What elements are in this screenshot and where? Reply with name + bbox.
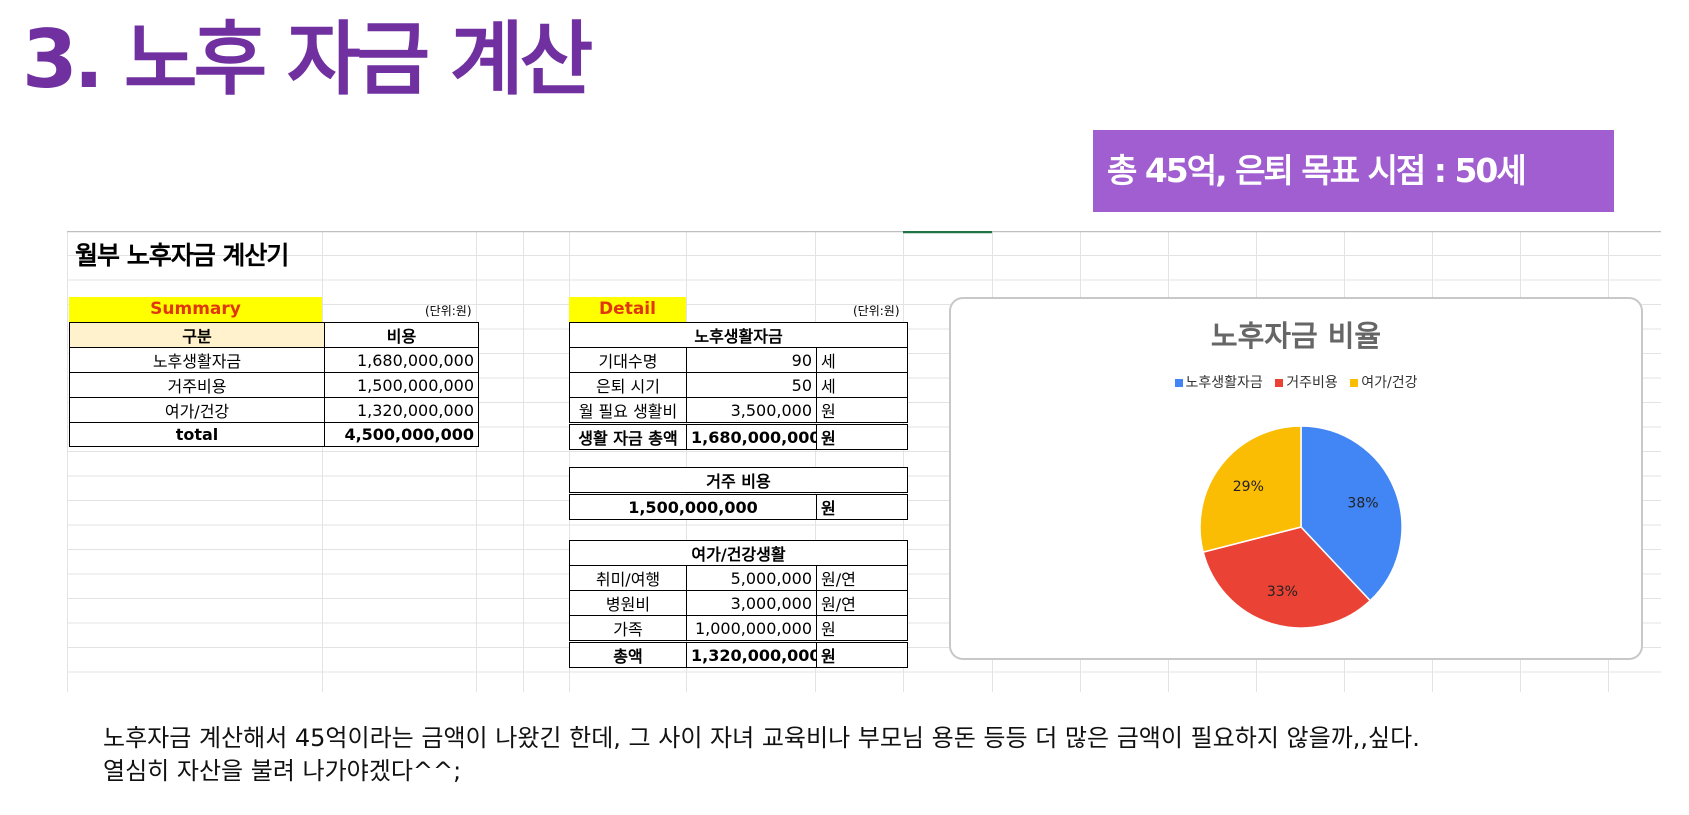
detail-unit[interactable]: 원/연: [816, 590, 908, 616]
summary-total-label[interactable]: total: [69, 422, 325, 447]
summary-label: Summary: [69, 297, 322, 322]
detail-total-value[interactable]: 1,680,000,000: [686, 422, 817, 450]
detail-value[interactable]: 5,000,000: [686, 565, 817, 591]
table-row: 가족 1,000,000,000 원: [569, 615, 908, 642]
comment-line: 열심히 자산을 불려 나가야겠다^^;: [103, 757, 462, 785]
page-title: 3. 노후 자금 계산: [22, 13, 593, 106]
legend-swatch: [1275, 379, 1284, 387]
table-row: 1,500,000,000 원: [569, 492, 909, 520]
housing-cost-value[interactable]: 1,500,000,000: [569, 492, 817, 520]
legend-label: 거주비용: [1286, 375, 1338, 391]
sheet-title: 월부 노후자금 계산기: [75, 241, 289, 270]
detail-value[interactable]: 90: [686, 347, 817, 373]
comment-text: 노후자금 계산해서 45억이라는 금액이 나왔긴 한데, 그 사이 자녀 교육비…: [103, 722, 1663, 788]
detail-unit[interactable]: 원: [815, 397, 909, 424]
table-row: 병원비 3,000,000 원/연: [569, 590, 908, 616]
detail-unit[interactable]: 세: [815, 347, 909, 373]
table-row: 여가/건강 1,320,000,000: [69, 397, 479, 423]
summary-item[interactable]: 노후생활자금: [69, 347, 325, 373]
detail-item[interactable]: 월 필요 생활비: [569, 397, 687, 424]
housing-cost-table: 거주 비용 1,500,000,000 원: [568, 467, 909, 520]
detail-unit[interactable]: 세: [815, 372, 909, 398]
summary-cost[interactable]: 1,320,000,000: [324, 397, 479, 423]
detail-item[interactable]: 병원비: [569, 590, 687, 616]
detail-value[interactable]: 1,000,000,000: [686, 615, 817, 642]
detail-unit[interactable]: 원: [815, 492, 909, 520]
legend-label: 노후생활자금: [1185, 375, 1263, 391]
detail-unit[interactable]: 원: [815, 422, 909, 450]
summary-cost[interactable]: 1,500,000,000: [324, 372, 479, 398]
pie-chart[interactable]: 노후자금 비율 노후생활자금 거주비용 여가/건강 38% 33% 29%: [949, 297, 1643, 660]
detail-item[interactable]: 취미/여행: [569, 565, 687, 591]
goal-banner: 총 45억, 은퇴 목표 시점 : 50세: [1093, 130, 1614, 212]
detail-total-label[interactable]: 생활 자금 총액: [569, 422, 687, 450]
table-row: 총액 1,320,000,000 원: [569, 640, 908, 668]
summary-unit-note: (단위:원): [425, 304, 472, 318]
detail-unit[interactable]: 원/연: [816, 565, 908, 591]
legend-item: 여가/건강: [1350, 372, 1417, 392]
detail-item[interactable]: 기대수명: [569, 347, 687, 373]
detail-unit[interactable]: 원: [816, 615, 908, 642]
legend-item: 노후생활자금: [1174, 372, 1263, 392]
living-expense-table: 노후생활자금 기대수명 90 세 은퇴 시기 50 세 월 필요 생활비 3,5…: [568, 322, 909, 450]
table-row: 노후생활자금 1,680,000,000: [69, 347, 479, 373]
housing-cost-header: 거주 비용: [568, 467, 909, 494]
spreadsheet: 월부 노후자금 계산기 Summary (단위:원) 구분 비용 노후생활자금 …: [67, 231, 1661, 692]
pie-slice[interactable]: [1199, 425, 1302, 554]
detail-value[interactable]: 3,500,000: [686, 397, 817, 424]
legend-swatch: [1350, 379, 1359, 387]
detail-item[interactable]: 가족: [569, 615, 687, 642]
pie-plot: 38% 33% 29%: [1199, 425, 1403, 629]
pie-data-label: 33%: [1267, 584, 1298, 600]
legend-label: 여가/건강: [1361, 375, 1418, 391]
summary-cost[interactable]: 1,680,000,000: [324, 347, 479, 373]
summary-table: 구분 비용 노후생활자금 1,680,000,000 거주비용 1,500,00…: [69, 322, 479, 447]
table-row: 기대수명 90 세: [569, 347, 909, 373]
table-row: 월 필요 생활비 3,500,000 원: [569, 397, 909, 424]
summary-header-cost: 비용: [324, 322, 479, 348]
table-row: 거주비용 1,500,000,000: [69, 372, 479, 398]
table-row: total 4,500,000,000: [69, 422, 479, 447]
detail-total-label[interactable]: 총액: [569, 640, 687, 668]
detail-total-value[interactable]: 1,320,000,000: [686, 640, 817, 668]
legend-item: 거주비용: [1275, 372, 1338, 392]
detail-label: Detail: [569, 297, 686, 322]
living-expense-header: 노후생활자금: [568, 322, 909, 348]
summary-total-value[interactable]: 4,500,000,000: [324, 422, 479, 447]
pie-slice[interactable]: [1202, 526, 1372, 629]
leisure-health-table: 여가/건강생활 취미/여행 5,000,000 원/연 병원비 3,000,00…: [569, 540, 908, 668]
table-row: 생활 자금 총액 1,680,000,000 원: [569, 422, 909, 450]
detail-unit[interactable]: 원: [816, 640, 908, 668]
detail-value[interactable]: 3,000,000: [686, 590, 817, 616]
pie-data-label: 38%: [1347, 495, 1378, 511]
detail-item[interactable]: 은퇴 시기: [569, 372, 687, 398]
summary-item[interactable]: 거주비용: [69, 372, 325, 398]
chart-title: 노후자금 비율: [1210, 319, 1382, 353]
pie-data-label: 29%: [1233, 479, 1264, 495]
summary-item[interactable]: 여가/건강: [69, 397, 325, 423]
detail-value[interactable]: 50: [686, 372, 817, 398]
pie-slice[interactable]: [1300, 425, 1403, 602]
chart-legend: 노후생활자금 거주비용 여가/건강: [951, 372, 1641, 392]
table-row: 취미/여행 5,000,000 원/연: [569, 565, 908, 591]
leisure-health-header: 여가/건강생활: [569, 540, 908, 566]
table-row: 은퇴 시기 50 세: [569, 372, 909, 398]
summary-header-category: 구분: [69, 322, 325, 348]
comment-line: 노후자금 계산해서 45억이라는 금액이 나왔긴 한데, 그 사이 자녀 교육비…: [103, 724, 1420, 752]
detail-unit-note: (단위:원): [853, 304, 900, 318]
legend-swatch: [1174, 379, 1183, 387]
